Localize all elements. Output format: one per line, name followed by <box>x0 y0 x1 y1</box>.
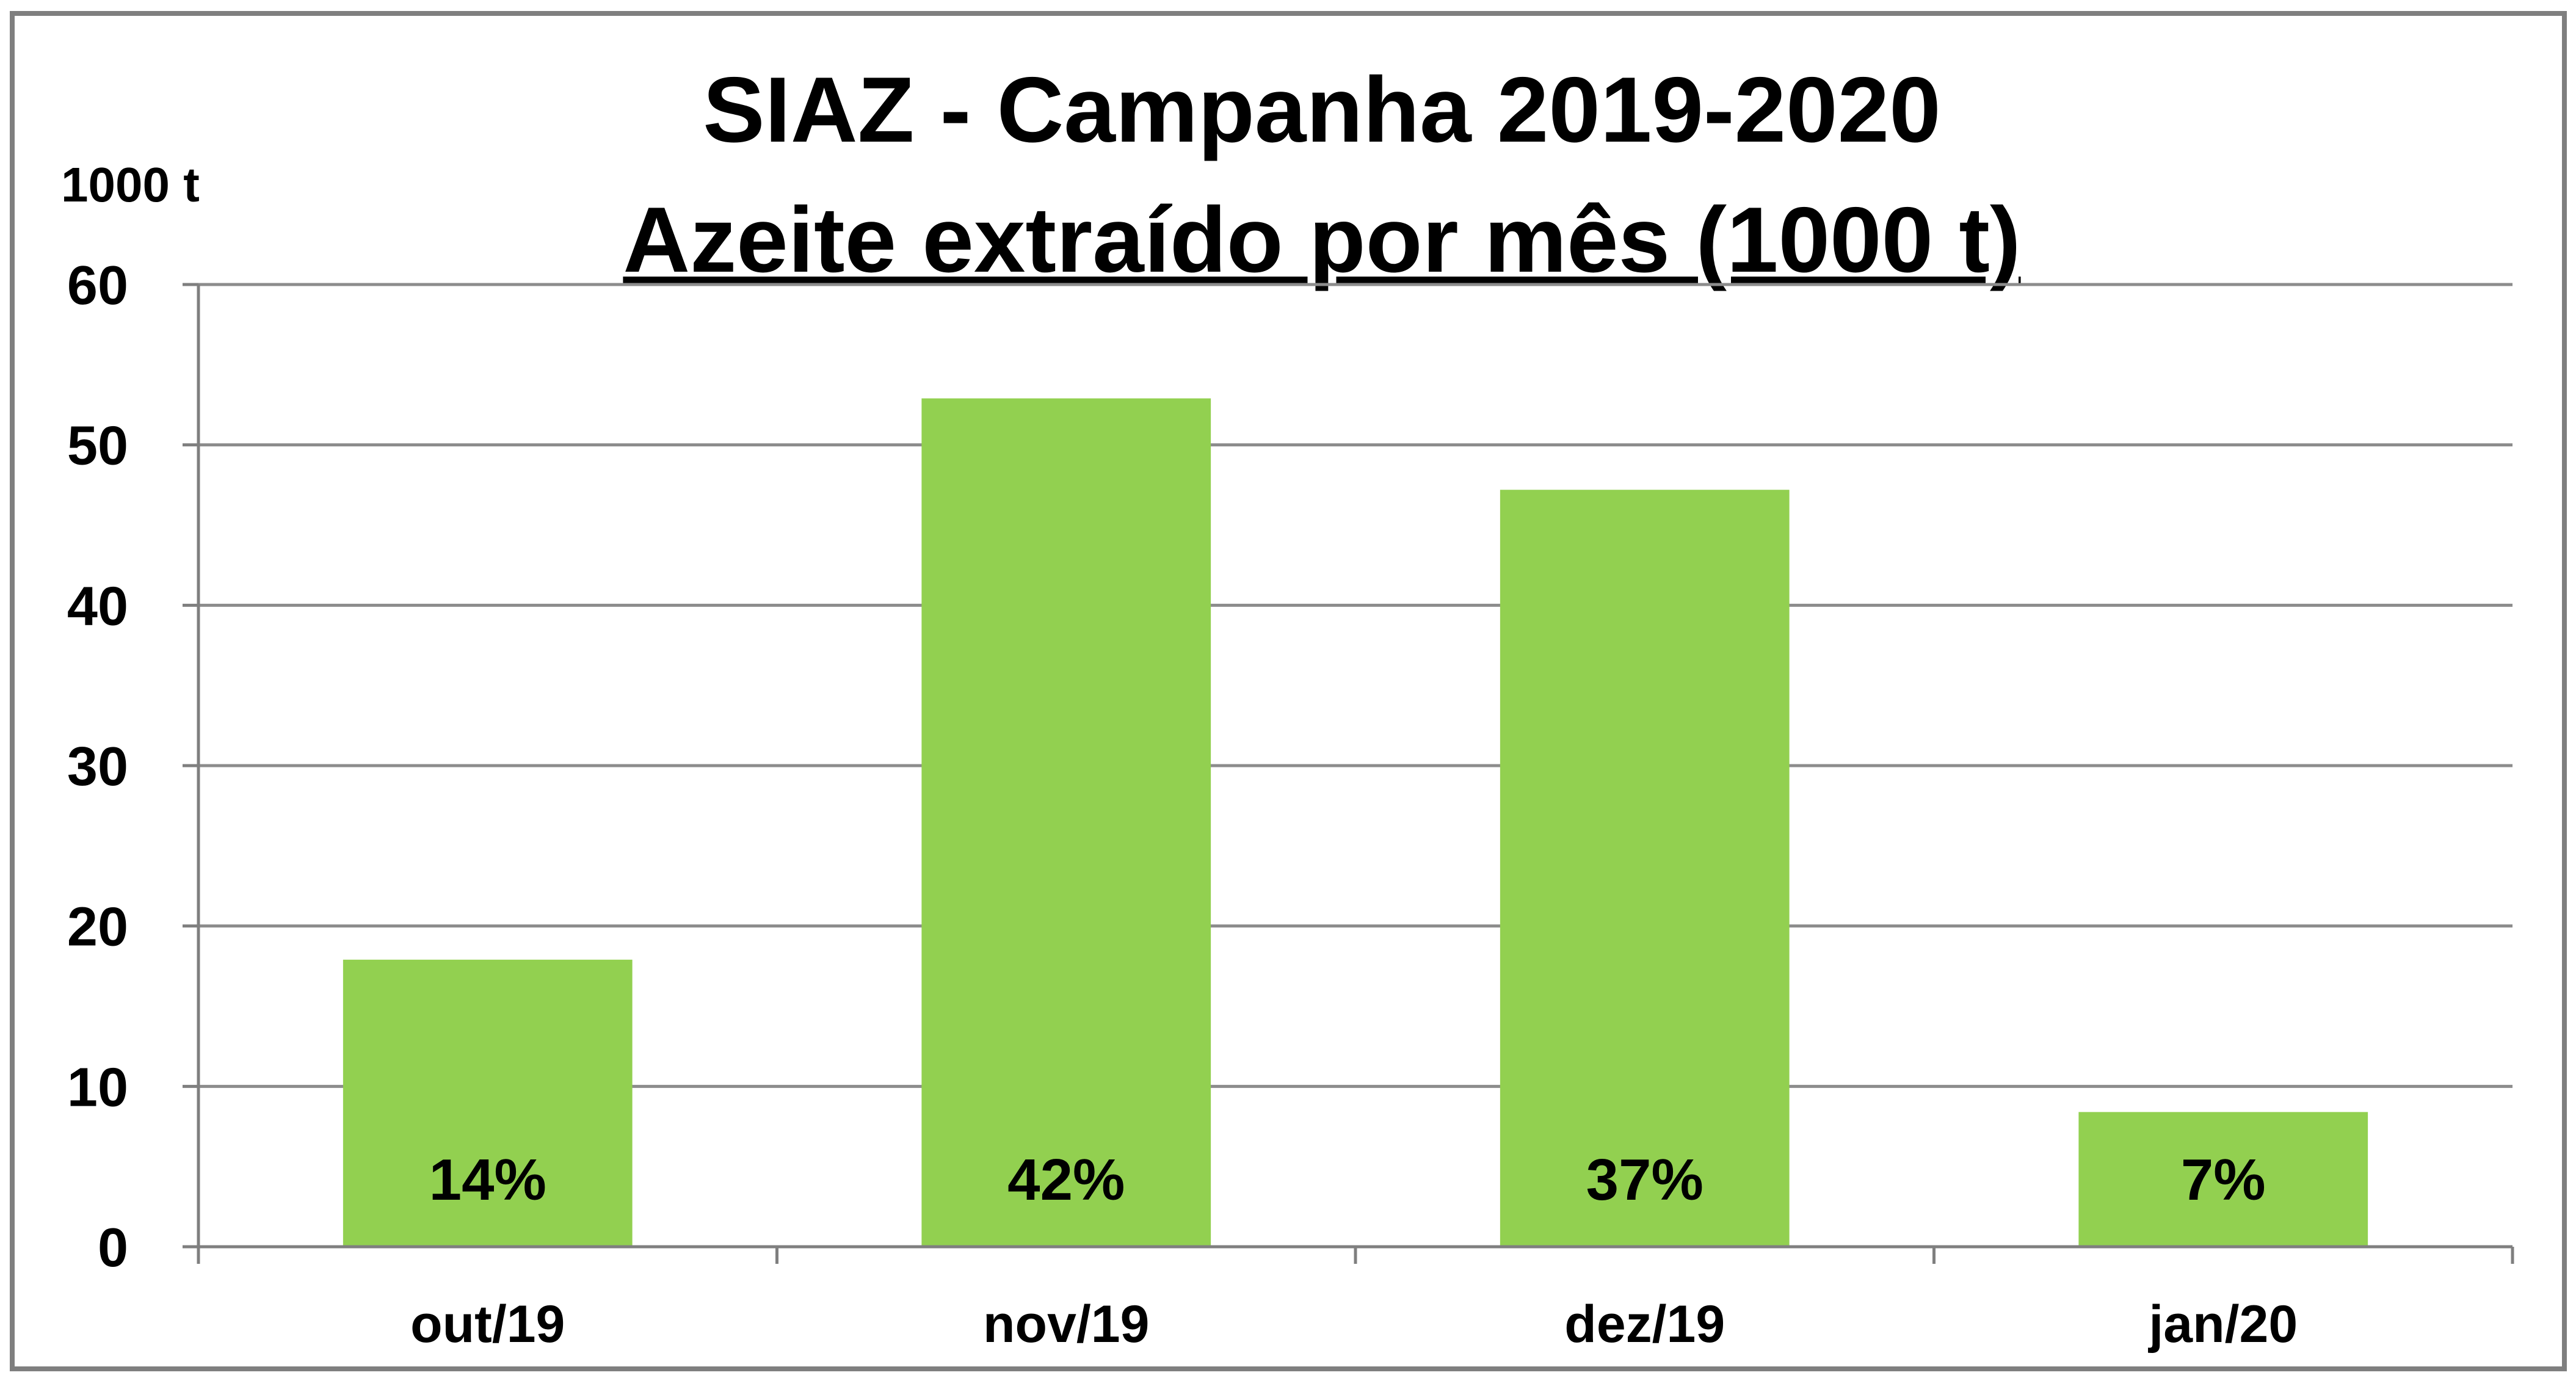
bar-data-label: 7% <box>2181 1147 2266 1213</box>
bar-nov-19 <box>921 398 1211 1247</box>
x-tick-label: jan/20 <box>2147 1295 2298 1354</box>
x-tick-label: out/19 <box>410 1295 565 1354</box>
y-tick-label: 30 <box>67 736 128 797</box>
labels: 0 10 20 30 40 50 60 14% out/19 42% nov/19 37% dez/19… <box>67 255 2298 1354</box>
y-tick-label: 0 <box>98 1217 128 1278</box>
bar-data-label: 37% <box>1586 1147 1703 1213</box>
y-tick-label: 10 <box>67 1057 128 1118</box>
bar-jan-20 <box>2078 1112 2368 1247</box>
y-axis-unit-label: 1000 t <box>61 158 200 212</box>
bar-data-label: 42% <box>1007 1147 1125 1213</box>
chart-title: SIAZ - Campanha 2019-2020 <box>703 58 1941 162</box>
chart-subtitle: Azeite extraído por mês (1000 t) <box>623 188 2020 292</box>
bars <box>343 398 2368 1247</box>
bar-dez-19 <box>1500 490 1790 1247</box>
y-tick-label: 40 <box>67 576 128 637</box>
bar-out-19 <box>343 959 633 1247</box>
x-tick-label: dez/19 <box>1564 1295 1725 1354</box>
y-tick-label: 60 <box>67 255 128 316</box>
axes <box>183 283 2514 1264</box>
y-tick-label: 50 <box>67 416 128 477</box>
x-tick-label: nov/19 <box>983 1295 1149 1354</box>
bar-data-label: 14% <box>429 1147 546 1213</box>
y-tick-label: 20 <box>67 897 128 958</box>
